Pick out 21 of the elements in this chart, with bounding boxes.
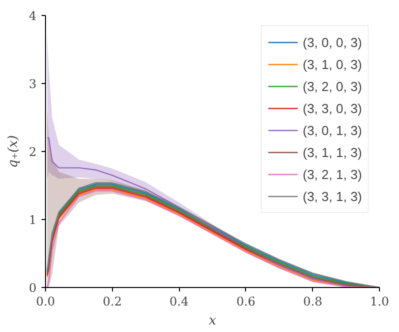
legend-label: (3, 1, 0, 3) bbox=[302, 56, 362, 72]
x-tick-label: 0.8 bbox=[303, 294, 322, 308]
y-tick-label: 0 bbox=[28, 281, 37, 295]
x-tick-label: 0.6 bbox=[236, 294, 256, 308]
x-tick-label: 0.2 bbox=[102, 294, 122, 308]
x-axis-title: x bbox=[208, 314, 217, 328]
y-tick-label: 4 bbox=[28, 9, 37, 23]
y-tick-label: 2 bbox=[28, 145, 37, 159]
legend-label: (3, 2, 0, 3) bbox=[302, 78, 362, 94]
y-tick-label: 3 bbox=[28, 77, 37, 91]
legend-label: (3, 2, 1, 3) bbox=[302, 166, 362, 182]
legend-label: (3, 3, 1, 3) bbox=[302, 188, 362, 204]
legend-label: (3, 3, 0, 3) bbox=[302, 100, 362, 116]
legend-label: (3, 0, 0, 3) bbox=[302, 34, 362, 50]
legend-label: (3, 1, 1, 3) bbox=[302, 144, 362, 160]
y-tick-label: 1 bbox=[28, 213, 37, 227]
x-tick-label: 0.0 bbox=[36, 294, 56, 308]
x-tick-label: 1.0 bbox=[370, 294, 390, 308]
legend-label: (3, 0, 1, 3) bbox=[302, 122, 362, 138]
y-axis-title: q₊(x) bbox=[6, 135, 21, 168]
x-tick-label: 0.4 bbox=[170, 294, 190, 308]
